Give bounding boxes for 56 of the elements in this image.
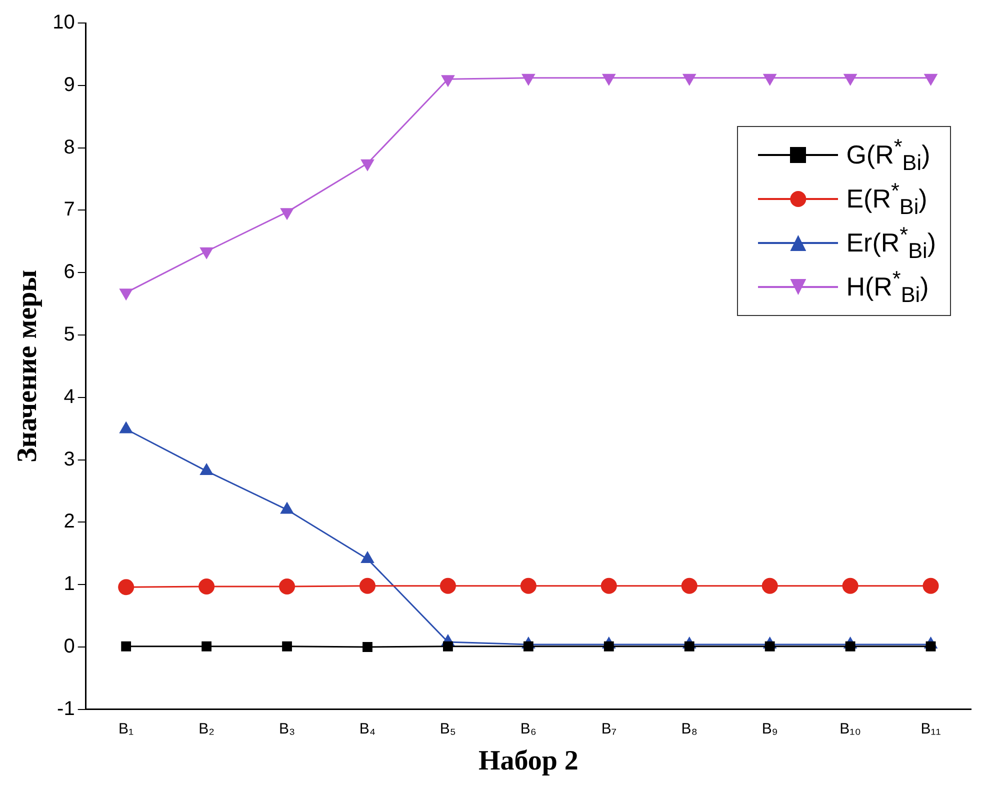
point <box>762 74 777 86</box>
legend-label: H(R$^{*}$$_{Bi}$) <box>846 266 929 308</box>
y-tick-label: 4 <box>64 386 75 408</box>
y-tick-label: 8 <box>64 136 75 158</box>
x-tick-label: B₅ <box>440 720 456 738</box>
point <box>360 159 374 172</box>
x-tick-label: B₁₀ <box>840 720 861 738</box>
y-tick-label: 2 <box>64 510 75 533</box>
point <box>200 247 214 260</box>
y-tick-label: 5 <box>64 324 75 346</box>
point <box>681 578 698 594</box>
x-tick-label: B₂ <box>198 720 215 738</box>
x-tick-label: B₃ <box>278 720 296 738</box>
y-tick-label: 7 <box>64 198 75 221</box>
point <box>521 74 536 86</box>
x-tick-label: B₉ <box>762 720 778 738</box>
point <box>843 74 858 86</box>
point <box>762 578 778 594</box>
y-axis-title: Значение меры <box>12 270 44 463</box>
point <box>280 208 294 220</box>
y-tick-label: 1 <box>64 573 75 596</box>
y-tick-label: 6 <box>64 261 75 284</box>
x-tick-label: B₁ <box>118 720 134 738</box>
point <box>602 74 616 86</box>
point <box>520 578 536 594</box>
point <box>922 578 939 594</box>
point <box>440 578 456 594</box>
y-tick-label: -1 <box>57 698 75 720</box>
point <box>842 578 858 594</box>
point <box>924 74 938 86</box>
legend-label: G(R$^{*}$$_{Bi}$) <box>846 134 930 176</box>
point <box>202 641 212 652</box>
x-tick-label: B₈ <box>681 720 698 738</box>
y-tick-label: 3 <box>64 448 75 470</box>
x-axis-title: Набор 2 <box>478 745 578 776</box>
y-tick-label: 0 <box>64 636 75 658</box>
point <box>443 641 453 652</box>
x-tick-label: B₁₁ <box>920 720 941 738</box>
point <box>279 578 296 594</box>
point <box>600 578 617 594</box>
point <box>362 642 372 652</box>
x-tick-label: B₆ <box>520 720 536 738</box>
point <box>119 288 134 301</box>
legend-label: E(R$^{*}$$_{Bi}$) <box>846 178 928 220</box>
point <box>118 579 134 596</box>
point <box>441 75 455 88</box>
point <box>282 641 292 652</box>
x-tick-label: B₇ <box>601 720 616 738</box>
x-tick-label: B₄ <box>359 720 376 738</box>
point <box>121 641 132 652</box>
legend-label: Er(R$^{*}$$_{Bi}$) <box>846 222 936 264</box>
y-tick-label: 9 <box>64 74 75 96</box>
point <box>359 578 376 594</box>
y-tick-label: 10 <box>52 12 75 34</box>
point <box>682 74 696 86</box>
point <box>198 578 215 594</box>
